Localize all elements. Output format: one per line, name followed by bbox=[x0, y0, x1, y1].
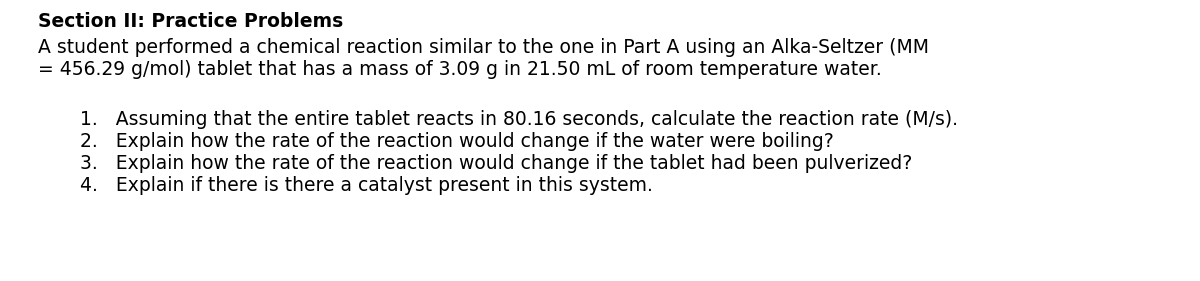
Text: 2.   Explain how the rate of the reaction would change if the water were boiling: 2. Explain how the rate of the reaction … bbox=[80, 132, 834, 151]
Text: Section II: Practice Problems: Section II: Practice Problems bbox=[38, 12, 343, 31]
Text: 1.   Assuming that the entire tablet reacts in 80.16 seconds, calculate the reac: 1. Assuming that the entire tablet react… bbox=[80, 110, 958, 129]
Text: 4.   Explain if there is there a catalyst present in this system.: 4. Explain if there is there a catalyst … bbox=[80, 176, 653, 195]
Text: = 456.29 g/mol) tablet that has a mass of 3.09 g in 21.50 mL of room temperature: = 456.29 g/mol) tablet that has a mass o… bbox=[38, 60, 882, 79]
Text: 3.   Explain how the rate of the reaction would change if the tablet had been pu: 3. Explain how the rate of the reaction … bbox=[80, 154, 912, 173]
Text: A student performed a chemical reaction similar to the one in Part A using an Al: A student performed a chemical reaction … bbox=[38, 38, 929, 57]
